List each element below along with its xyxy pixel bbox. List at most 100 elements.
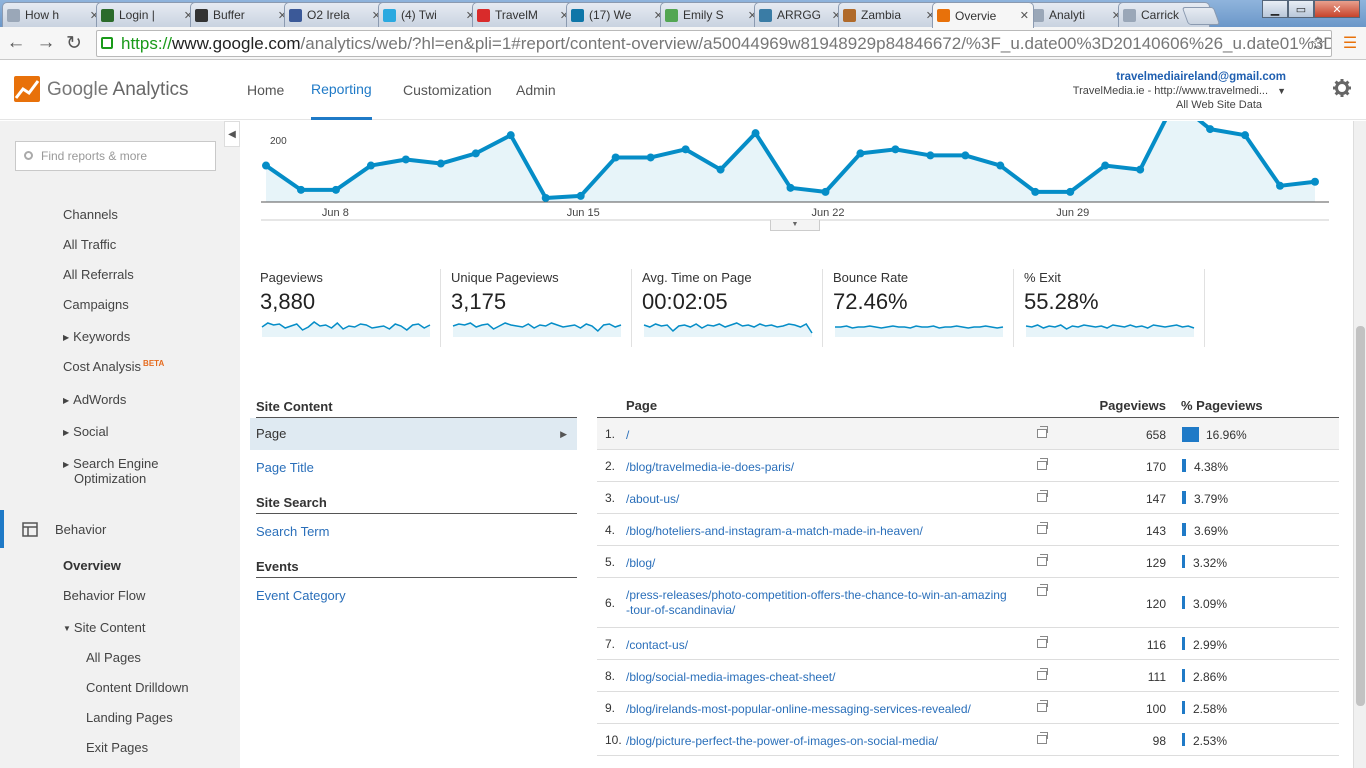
data-point[interactable] [1101, 161, 1110, 170]
open-page-icon[interactable] [1037, 584, 1048, 596]
data-point[interactable] [541, 193, 550, 202]
sidebar-item-social[interactable]: ▶ Social [63, 424, 109, 439]
sidebar-item-landing-pages[interactable]: Landing Pages [86, 710, 173, 725]
sidebar-item-site-content[interactable]: ▼ Site Content [63, 620, 145, 635]
scrollbar-thumb[interactable] [1356, 326, 1365, 706]
browser-tab[interactable]: (4) Twi ✕ [378, 2, 480, 27]
data-point[interactable] [331, 185, 340, 194]
find-reports-input[interactable]: Find reports & more [15, 141, 216, 171]
bookmark-star-button[interactable]: ☆ [1306, 31, 1330, 55]
sidebar-item-channels[interactable]: Channels [63, 207, 118, 222]
close-icon[interactable]: ✕ [653, 9, 663, 22]
collapse-sidebar-button[interactable]: ◀ [224, 121, 240, 147]
page-scrollbar[interactable] [1353, 121, 1366, 768]
close-icon[interactable]: ✕ [89, 9, 99, 22]
data-point[interactable] [1136, 165, 1145, 174]
sidebar-item-content-drilldown[interactable]: Content Drilldown [86, 680, 189, 695]
sidebar-item-adwords[interactable]: ▶ AdWords [63, 392, 126, 407]
nav-home[interactable]: Home [247, 82, 285, 98]
close-icon[interactable]: ✕ [1111, 9, 1121, 22]
data-point[interactable] [296, 185, 305, 194]
sidebar-item-search-engine[interactable]: ▶ Search Engine Optimization [63, 456, 158, 486]
metric-pageviews[interactable]: Pageviews 3,880 [260, 269, 450, 347]
chart-expand-handle[interactable]: ▼ [770, 220, 820, 231]
browser-tab[interactable]: Zambia ✕ [838, 2, 940, 27]
browser-tab[interactable]: Analyti ✕ [1026, 2, 1126, 27]
sidebar-item-all-pages[interactable]: All Pages [86, 650, 141, 665]
page-path-link[interactable]: /blog/ [626, 556, 656, 570]
column-header-pageviews[interactable]: Pageviews [1099, 398, 1167, 413]
open-page-icon[interactable] [1037, 636, 1048, 648]
browser-tab[interactable]: ARRGG ✕ [754, 2, 846, 27]
page-path-link[interactable]: /blog/social-media-images-cheat-sheet/ [626, 670, 836, 684]
data-point[interactable] [681, 145, 690, 154]
data-point[interactable] [786, 183, 795, 192]
page-path-link[interactable]: /press-releases/photo-competition-offers… [626, 588, 1007, 618]
data-point[interactable] [506, 131, 515, 140]
data-point[interactable] [262, 161, 270, 170]
sidebar-item-exit-pages[interactable]: Exit Pages [86, 740, 148, 755]
browser-tab[interactable]: TravelM ✕ [472, 2, 574, 27]
window-close-button[interactable]: ✕ [1314, 0, 1360, 18]
nav-customization[interactable]: Customization [403, 82, 492, 98]
data-point[interactable] [471, 149, 480, 158]
browser-tab[interactable]: (17) We ✕ [566, 2, 668, 27]
page-path-link[interactable]: /blog/travelmedia-ie-does-paris/ [626, 460, 795, 474]
metric-avg-time-on-page[interactable]: Avg. Time on Page 00:02:05 [642, 269, 832, 347]
close-icon[interactable]: ✕ [465, 9, 475, 22]
data-point[interactable] [716, 165, 725, 174]
browser-tab[interactable]: Buffer ✕ [190, 2, 292, 27]
new-tab-button[interactable] [1181, 7, 1221, 25]
data-point[interactable] [751, 129, 760, 138]
data-point[interactable] [611, 153, 620, 162]
account-switcher[interactable]: travelmediaireland@gmail.com TravelMedia… [1073, 70, 1286, 112]
page-path-link[interactable]: /blog/hoteliers-and-instagram-a-match-ma… [626, 524, 923, 538]
data-point[interactable] [1066, 187, 1075, 196]
open-page-icon[interactable] [1037, 458, 1048, 470]
data-point[interactable] [366, 161, 375, 170]
dimension-event-category[interactable]: Event Category [256, 588, 346, 603]
close-icon[interactable]: ✕ [371, 9, 381, 22]
dimension-page-selected[interactable]: Page ▶ [250, 418, 577, 450]
nav-admin[interactable]: Admin [516, 82, 556, 98]
data-point[interactable] [961, 151, 970, 160]
data-point[interactable] [821, 187, 830, 196]
window-minimize-button[interactable]: ▁ [1262, 0, 1288, 18]
open-page-icon[interactable] [1037, 490, 1048, 502]
chrome-menu-button[interactable]: ☰ [1338, 31, 1362, 55]
data-point[interactable] [436, 159, 445, 168]
dimension-page-title[interactable]: Page Title [256, 460, 314, 475]
browser-tab[interactable]: O2 Irela ✕ [284, 2, 386, 27]
window-maximize-button[interactable]: ▭ [1288, 0, 1314, 18]
column-header-pct-pageviews[interactable]: % Pageviews [1181, 398, 1263, 413]
nav-reporting[interactable]: Reporting [311, 60, 372, 120]
sidebar-item-behavior[interactable]: Behavior [55, 522, 106, 537]
address-bar[interactable]: https://www.google.com/analytics/web/?hl… [96, 30, 1332, 57]
metric-bounce-rate[interactable]: Bounce Rate 72.46% [833, 269, 1023, 347]
open-page-icon[interactable] [1037, 732, 1048, 744]
close-icon[interactable]: ✕ [925, 9, 935, 22]
data-point[interactable] [1031, 187, 1040, 196]
column-header-page[interactable]: Page [626, 398, 658, 413]
data-point[interactable] [1241, 131, 1250, 140]
metric--exit[interactable]: % Exit 55.28% [1024, 269, 1214, 347]
data-point[interactable] [1206, 125, 1215, 134]
analytics-logo-icon[interactable] [14, 76, 40, 102]
browser-tab[interactable]: Overvie ✕ [932, 2, 1034, 28]
page-path-link[interactable]: /about-us/ [626, 492, 680, 506]
close-icon[interactable]: ✕ [183, 9, 193, 22]
metric-unique-pageviews[interactable]: Unique Pageviews 3,175 [451, 269, 641, 347]
sidebar-item-behavior-flow[interactable]: Behavior Flow [63, 588, 145, 603]
open-page-icon[interactable] [1037, 554, 1048, 566]
data-point[interactable] [401, 155, 410, 164]
open-page-icon[interactable] [1037, 668, 1048, 680]
sidebar-item-all-traffic[interactable]: All Traffic [63, 237, 116, 252]
close-icon[interactable]: ✕ [747, 9, 757, 22]
data-point[interactable] [1311, 177, 1319, 186]
open-page-icon[interactable] [1037, 700, 1048, 712]
browser-tab[interactable]: Emily S ✕ [660, 2, 762, 27]
close-icon[interactable]: ✕ [559, 9, 569, 22]
sidebar-item-campaigns[interactable]: Campaigns [63, 297, 129, 312]
forward-button[interactable]: → [34, 31, 58, 55]
gear-icon[interactable] [1333, 79, 1351, 97]
